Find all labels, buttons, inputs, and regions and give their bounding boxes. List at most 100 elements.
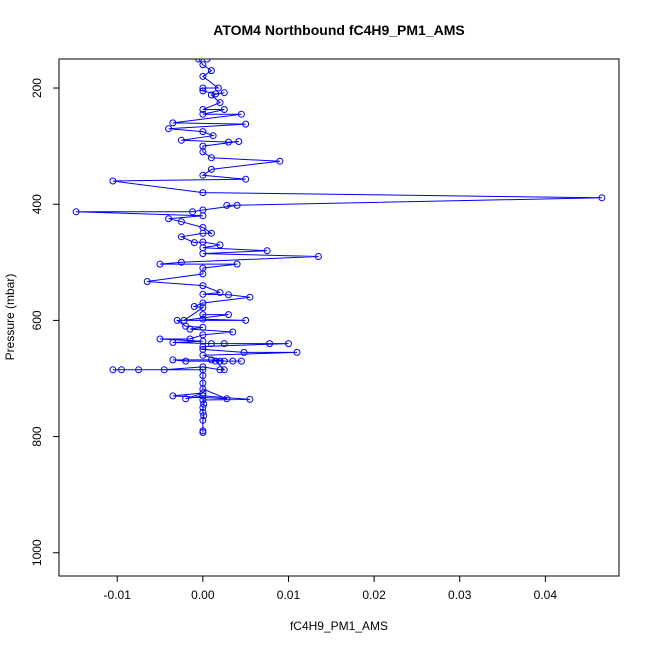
data-point <box>199 363 207 371</box>
data-point <box>207 91 215 99</box>
data-point <box>199 343 207 350</box>
data-point <box>177 258 185 266</box>
x-tick-label: 0.04 <box>534 588 558 602</box>
data-point <box>242 316 250 324</box>
x-axis-label: fC4H9_PM1_AMS <box>290 619 388 633</box>
data-point <box>220 340 228 348</box>
data-point <box>285 340 292 348</box>
data-point <box>118 366 125 374</box>
data-point <box>216 241 224 249</box>
data-point <box>173 316 181 324</box>
data-point <box>314 253 322 260</box>
data-point <box>169 356 177 364</box>
data-point <box>189 208 197 216</box>
data-point <box>242 120 250 128</box>
data-point <box>165 215 173 223</box>
data-point <box>177 136 185 144</box>
plot-area <box>72 59 606 436</box>
data-point <box>233 260 241 268</box>
data-point <box>199 264 207 272</box>
data-point <box>242 175 250 183</box>
data-point <box>229 357 237 365</box>
data-point <box>220 366 228 374</box>
data-point <box>169 119 177 127</box>
chart-title: ATOM4 Northbound fC4H9_PM1_AMS <box>213 22 465 38</box>
data-point <box>220 106 228 113</box>
data-point <box>203 59 211 63</box>
data-point <box>199 106 207 113</box>
data-point <box>276 157 284 165</box>
y-tick-label: 600 <box>30 310 44 330</box>
data-point <box>212 90 220 98</box>
data-point <box>143 278 151 285</box>
data-point <box>225 311 232 319</box>
data-point <box>263 247 271 255</box>
x-tick-label: 0.01 <box>277 588 301 602</box>
data-point <box>177 218 185 226</box>
data-point <box>169 339 177 346</box>
y-tick-label: 800 <box>30 426 44 446</box>
data-point <box>199 392 207 400</box>
data-point <box>225 291 232 299</box>
data-point <box>182 357 190 365</box>
data-point <box>199 311 207 319</box>
data-point <box>212 357 220 365</box>
y-tick-label: 400 <box>30 194 44 214</box>
x-axis: -0.01 0.00 0.01 0.02 0.03 0.04 <box>104 575 558 602</box>
data-point <box>223 201 231 209</box>
data-point <box>220 89 228 97</box>
data-point <box>199 404 207 411</box>
data-point <box>207 356 215 364</box>
data-point <box>207 229 215 237</box>
y-tick-label: 200 <box>30 78 44 98</box>
data-point <box>135 366 143 374</box>
data-point <box>199 408 207 416</box>
data-point <box>199 238 207 246</box>
data-point <box>186 335 194 343</box>
data-point <box>199 389 207 397</box>
data-point <box>160 366 168 374</box>
data-point <box>237 110 245 118</box>
data-point <box>598 194 606 202</box>
data-point <box>214 84 222 92</box>
data-point <box>109 366 117 374</box>
y-axis: 200 400 600 800 1000 <box>30 78 60 566</box>
data-point <box>233 201 241 209</box>
data-point <box>209 132 217 140</box>
data-point <box>223 395 231 403</box>
data-point <box>199 416 207 424</box>
data-point <box>199 396 207 404</box>
data-point <box>229 328 237 336</box>
data-point <box>220 357 228 365</box>
data-point <box>199 87 207 95</box>
data-point <box>199 427 207 435</box>
data-point <box>182 395 190 403</box>
data-point <box>246 293 254 301</box>
x-tick-label: 0.00 <box>191 588 215 602</box>
data-point <box>199 224 207 231</box>
data-point <box>199 290 207 298</box>
y-axis-label: Pressure (mbar) <box>3 274 17 361</box>
data-point <box>156 335 164 343</box>
data-point <box>199 345 207 353</box>
data-point <box>199 315 207 323</box>
data-point <box>199 299 207 307</box>
data-point <box>199 72 207 80</box>
data-point <box>207 165 215 173</box>
data-point <box>207 154 215 162</box>
x-tick-label: 0.03 <box>448 588 472 602</box>
x-tick-label: 0.02 <box>362 588 386 602</box>
data-point <box>165 125 173 133</box>
data-point <box>216 366 224 374</box>
data-point <box>190 303 198 310</box>
data-point <box>199 142 207 150</box>
data-point <box>216 289 224 296</box>
data-point <box>199 366 207 374</box>
data-point <box>207 340 215 348</box>
data-point <box>199 323 207 331</box>
data-point <box>237 357 245 365</box>
data-point <box>207 67 215 75</box>
data-point <box>156 260 164 268</box>
data-point <box>199 331 207 339</box>
